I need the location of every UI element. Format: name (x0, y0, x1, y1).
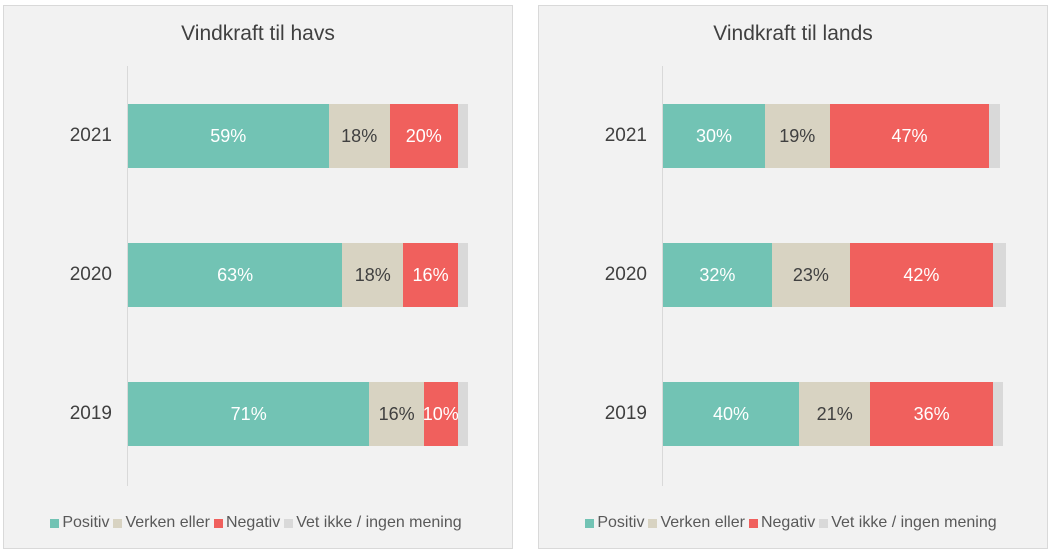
data-label: 10% (422, 403, 459, 424)
bar-segment-vet_ikke (992, 382, 1003, 446)
data-label: 32% (699, 264, 736, 285)
bar-segment-negativ: 10% (422, 382, 459, 446)
legend-swatch-positiv (585, 518, 595, 528)
bar-segment-verken: 23% (771, 243, 850, 307)
bar-row-2021: 59% 18% 20% (128, 104, 468, 168)
data-label: 16% (412, 264, 449, 285)
data-label: 42% (903, 264, 940, 285)
category-axis-line (662, 66, 663, 486)
data-label: 36% (913, 403, 950, 424)
bar-segment-vet_ikke (992, 243, 1007, 307)
bar-row-2019: 71% 16% 10% (128, 382, 468, 446)
legend: Positiv Verken eller Negativ Vet ikke / … (4, 514, 512, 532)
legend-swatch-verken (648, 518, 658, 528)
bar-segment-verken: 18% (342, 243, 404, 307)
legend-label-positiv: Positiv (597, 514, 645, 531)
bar-segment-vet_ikke (989, 104, 1000, 168)
data-label: 18% (354, 264, 391, 285)
legend-swatch-negativ (213, 518, 223, 528)
bar-row-2020: 32% 23% 42% (663, 243, 1007, 307)
data-label: 23% (792, 264, 829, 285)
data-label: 40% (712, 403, 750, 424)
legend-swatch-positiv (50, 518, 60, 528)
bar-segment-vet_ikke (457, 382, 468, 446)
legend-item-negativ: Negativ (213, 514, 281, 532)
chart-panel-havs: Vindkraft til havs Positiv Verken eller … (3, 5, 513, 549)
bar-segment-verken: 19% (765, 104, 830, 168)
legend-swatch-negativ (748, 518, 758, 528)
data-label: 63% (217, 264, 254, 285)
data-label: 16% (378, 403, 415, 424)
category-axis-line (127, 66, 128, 486)
bar-segment-vet_ikke (457, 104, 468, 168)
data-label: 19% (779, 125, 816, 146)
category-label: 2021 (604, 125, 647, 146)
bar-row-2021: 30% 19% 47% (663, 104, 1000, 168)
bar-row-2019: 40% 21% 36% (663, 382, 1003, 446)
bar-segment-positiv: 40% (663, 382, 799, 446)
data-label: 59% (210, 125, 247, 146)
data-label: 47% (891, 125, 928, 146)
legend-label-negativ: Negativ (760, 514, 816, 531)
chart-panel-lands: Vindkraft til lands Positiv Verken eller… (538, 5, 1048, 549)
legend-label-negativ: Negativ (225, 514, 281, 531)
legend-item-verken: Verken eller (648, 514, 745, 532)
bar-segment-negativ: 16% (403, 243, 458, 307)
bar-segment-positiv: 63% (128, 243, 343, 307)
category-label: 2021 (69, 125, 112, 146)
legend-label-vet-ikke: Vet ikke / ingen mening (831, 514, 997, 531)
bar-segment-positiv: 32% (663, 243, 772, 307)
bar-segment-negativ: 20% (389, 104, 458, 168)
chart-title: Vindkraft til lands (713, 22, 873, 45)
bar-segment-negativ: 42% (849, 243, 993, 307)
category-label: 2019 (69, 403, 112, 424)
legend-swatch-vet-ikke (819, 518, 829, 528)
bar-segment-positiv: 30% (663, 104, 765, 168)
category-label: 2019 (604, 403, 647, 424)
category-label: 2020 (604, 264, 647, 285)
bar-segment-verken: 16% (369, 382, 424, 446)
bar-segment-negativ: 36% (870, 382, 993, 446)
chart-title: Vindkraft til havs (181, 22, 335, 45)
legend-item-positiv: Positiv (585, 514, 644, 532)
data-label: 20% (405, 125, 442, 146)
bar-segment-positiv: 59% (128, 104, 329, 168)
legend-label-vet-ikke: Vet ikke / ingen mening (296, 514, 462, 531)
legend-item-vet-ikke: Vet ikke / ingen mening (284, 514, 462, 532)
legend-label-verken: Verken eller (125, 514, 210, 531)
legend: Positiv Verken eller Negativ Vet ikke / … (539, 514, 1047, 532)
legend-swatch-verken (113, 518, 123, 528)
bar-segment-negativ: 47% (829, 104, 990, 168)
legend-label-positiv: Positiv (62, 514, 110, 531)
legend-item-positiv: Positiv (50, 514, 109, 532)
bar-segment-positiv: 71% (128, 382, 370, 446)
bar-row-2020: 63% 18% 16% (128, 243, 468, 307)
data-label: 30% (695, 125, 733, 146)
data-label: 71% (230, 403, 267, 424)
bar-segment-vet_ikke (457, 243, 468, 307)
bar-segment-verken: 18% (328, 104, 390, 168)
data-label: 21% (816, 403, 853, 424)
legend-item-verken: Verken eller (113, 514, 210, 532)
category-label: 2020 (69, 264, 112, 285)
legend-item-negativ: Negativ (748, 514, 816, 532)
legend-item-vet-ikke: Vet ikke / ingen mening (819, 514, 997, 532)
legend-swatch-vet-ikke (284, 518, 294, 528)
data-label: 18% (341, 125, 378, 146)
legend-label-verken: Verken eller (660, 514, 745, 531)
bar-segment-verken: 21% (799, 382, 871, 446)
